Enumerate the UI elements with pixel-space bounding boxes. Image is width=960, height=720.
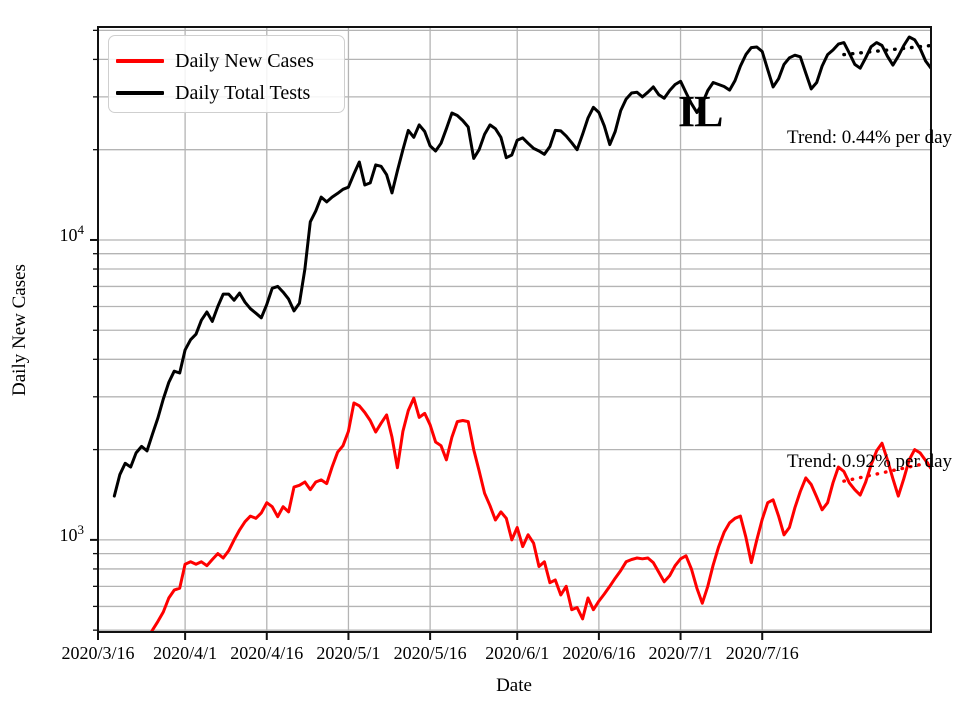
x-tick-label: 2020/3/16 <box>61 643 135 663</box>
x-axis-title: Date <box>496 675 532 696</box>
x-tick-label: 2020/4/16 <box>230 643 304 663</box>
x-tick-label: 2020/6/16 <box>562 643 636 663</box>
tests-trend-annotation: Trend: 0.44% per day <box>787 127 952 148</box>
x-tick-label: 2020/7/16 <box>725 643 799 663</box>
x-tick-label: 2020/7/1 <box>648 643 713 663</box>
x-tick-label: 2020/5/1 <box>316 643 381 663</box>
black-line-sample-icon <box>116 91 164 95</box>
legend: Daily New Cases Daily Total Tests <box>108 35 345 113</box>
y-axis-title: Daily New Cases <box>9 264 30 396</box>
x-tick-label: 2020/4/1 <box>153 643 218 663</box>
x-tick-label: 2020/6/1 <box>485 643 550 663</box>
state-annotation: IL <box>678 87 723 136</box>
legend-item-daily-new-cases: Daily New Cases <box>116 45 334 77</box>
x-tick-label: 2020/5/16 <box>393 643 467 663</box>
cases-trend-annotation: Trend: 0.92% per day <box>787 451 952 472</box>
y-tick-label: 104 <box>59 221 85 245</box>
legend-label: Daily Total Tests <box>175 82 311 104</box>
legend-label: Daily New Cases <box>175 50 314 72</box>
legend-item-daily-total-tests: Daily Total Tests <box>116 77 334 109</box>
red-line-sample-icon <box>116 59 164 63</box>
y-tick-label: 103 <box>59 521 85 545</box>
